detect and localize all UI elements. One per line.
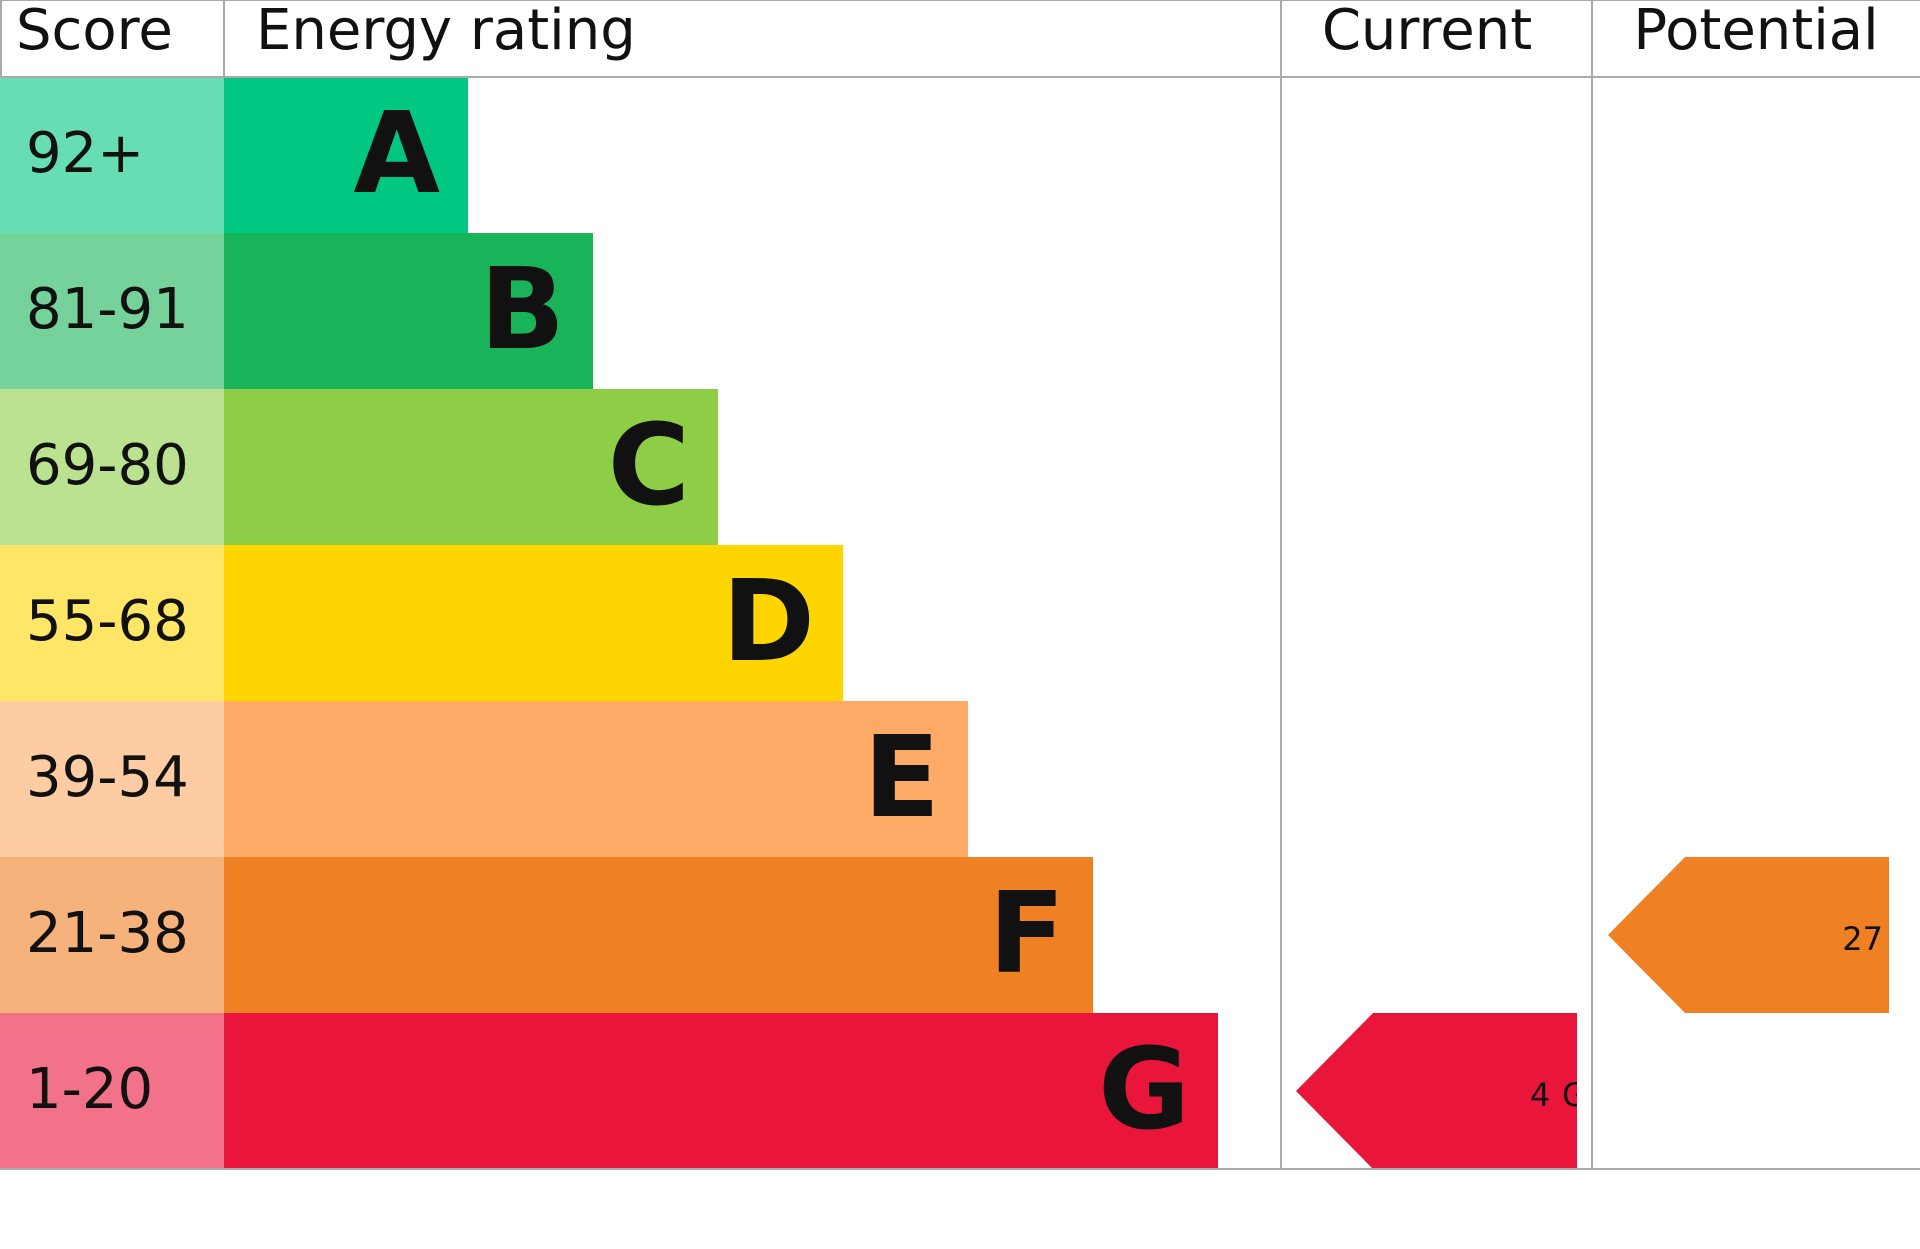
score-cell: [0, 701, 224, 857]
rating-bar: [224, 857, 1093, 1013]
score-cell: [0, 77, 224, 233]
rating-letter: A: [353, 89, 440, 219]
current-rating: G: [1562, 1076, 1587, 1114]
score-range: 1-20: [26, 1057, 153, 1122]
rating-letter: D: [722, 557, 815, 687]
score-range: 55-68: [26, 589, 189, 654]
rating-letter: B: [480, 245, 565, 375]
rating-arrow: [1296, 1013, 1577, 1169]
score-cell: [0, 233, 224, 389]
score-range: 81-91: [26, 277, 189, 342]
header-score: Score: [16, 0, 173, 63]
rating-letter: G: [1098, 1025, 1190, 1155]
rating-letter: F: [988, 869, 1065, 999]
score-range: 69-80: [26, 433, 189, 498]
potential-score: 27: [1842, 920, 1883, 958]
rating-bar: [224, 545, 843, 701]
rating-bar: [224, 389, 718, 545]
score-cell: [0, 857, 224, 1013]
score-range: 21-38: [26, 901, 189, 966]
rating-bar: [224, 233, 593, 389]
score-cell: [0, 389, 224, 545]
rating-letter: C: [608, 401, 690, 531]
header-rating: Energy rating: [256, 0, 636, 63]
rating-bar: [224, 77, 468, 233]
rating-bar: [224, 1013, 1218, 1169]
header: Score Energy rating Current Potential: [16, 0, 1879, 63]
header-current: Current: [1322, 0, 1532, 63]
score-cell: [0, 1013, 224, 1169]
score-range: 92+: [26, 121, 144, 186]
header-potential: Potential: [1633, 0, 1878, 63]
score-range: 39-54: [26, 745, 189, 810]
current-score: 4: [1530, 1076, 1550, 1114]
rating-bar: [224, 701, 968, 857]
rating-arrow: [1608, 857, 1889, 1013]
rating-letter: E: [863, 713, 940, 843]
score-cell: [0, 545, 224, 701]
